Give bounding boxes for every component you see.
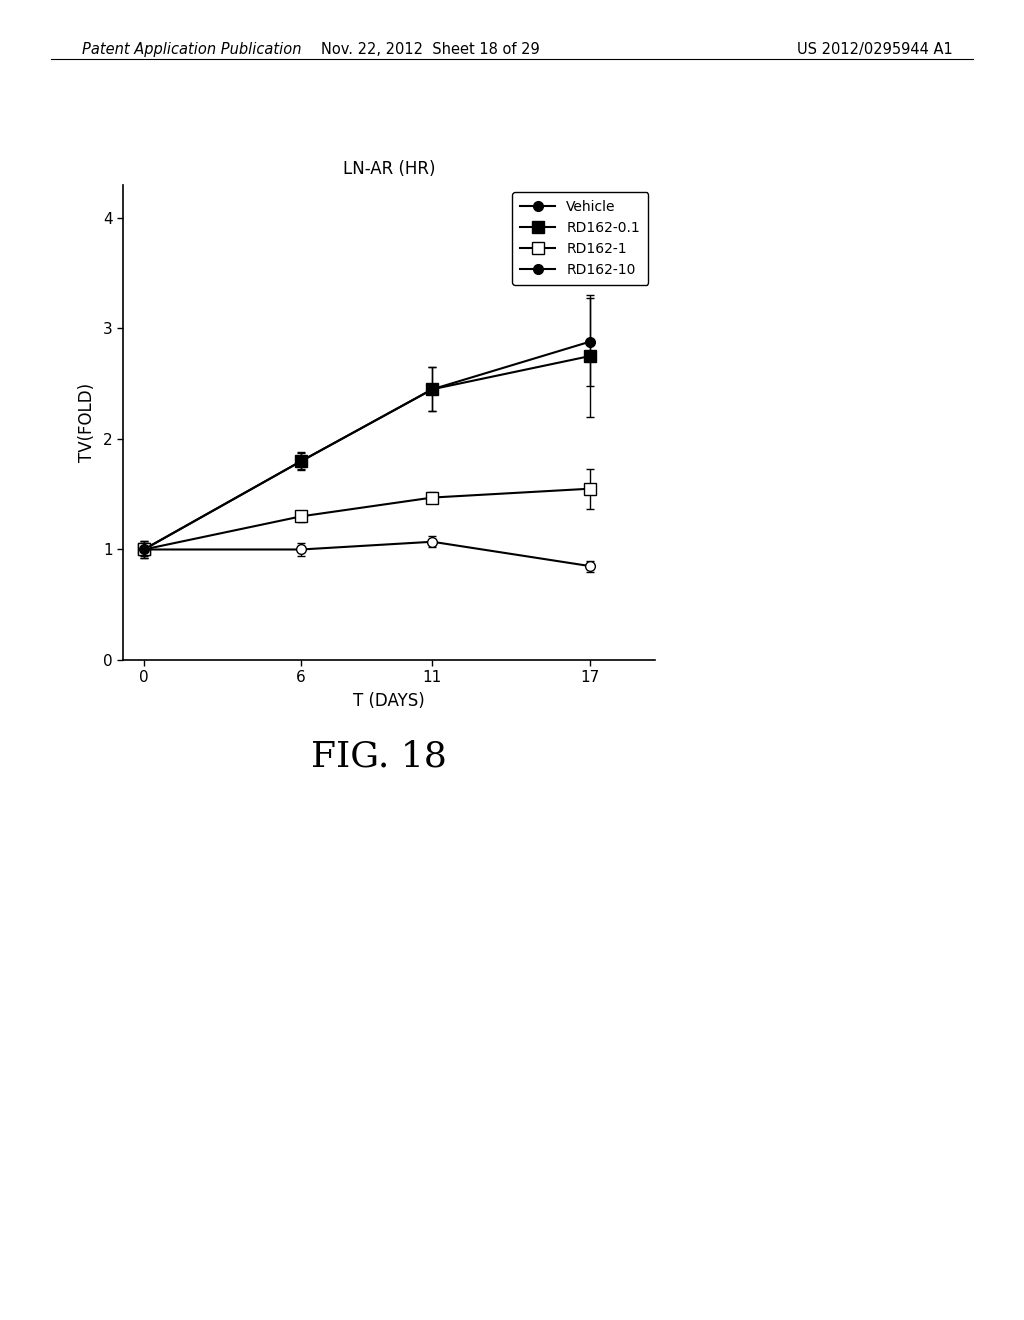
Title: LN-AR (HR): LN-AR (HR) <box>343 160 435 178</box>
Text: Patent Application Publication: Patent Application Publication <box>82 42 301 57</box>
X-axis label: T (DAYS): T (DAYS) <box>353 693 425 710</box>
Text: US 2012/0295944 A1: US 2012/0295944 A1 <box>797 42 952 57</box>
Text: Nov. 22, 2012  Sheet 18 of 29: Nov. 22, 2012 Sheet 18 of 29 <box>321 42 540 57</box>
Y-axis label: TV(FOLD): TV(FOLD) <box>78 383 96 462</box>
Legend: Vehicle, RD162-0.1, RD162-1, RD162-10: Vehicle, RD162-0.1, RD162-1, RD162-10 <box>512 191 648 285</box>
Text: FIG. 18: FIG. 18 <box>311 739 446 774</box>
